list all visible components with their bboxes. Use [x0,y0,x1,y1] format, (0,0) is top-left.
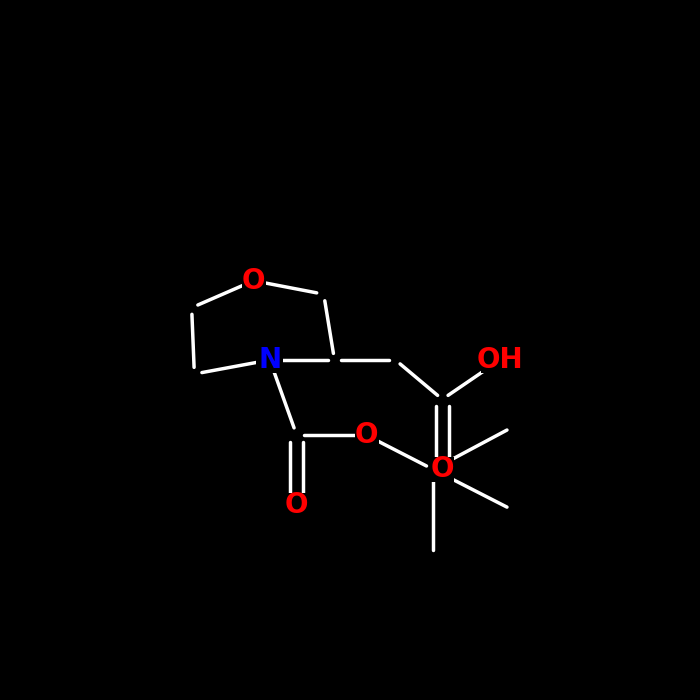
Text: O: O [285,491,309,519]
Text: O: O [242,267,265,295]
Text: OH: OH [477,346,524,374]
Bar [256,347,284,373]
Bar [481,347,519,373]
Bar [241,268,265,293]
Bar [355,423,379,448]
Text: N: N [258,346,281,374]
Text: O: O [355,421,379,449]
Bar [430,457,454,482]
Text: O: O [430,456,454,484]
Bar [285,493,309,518]
